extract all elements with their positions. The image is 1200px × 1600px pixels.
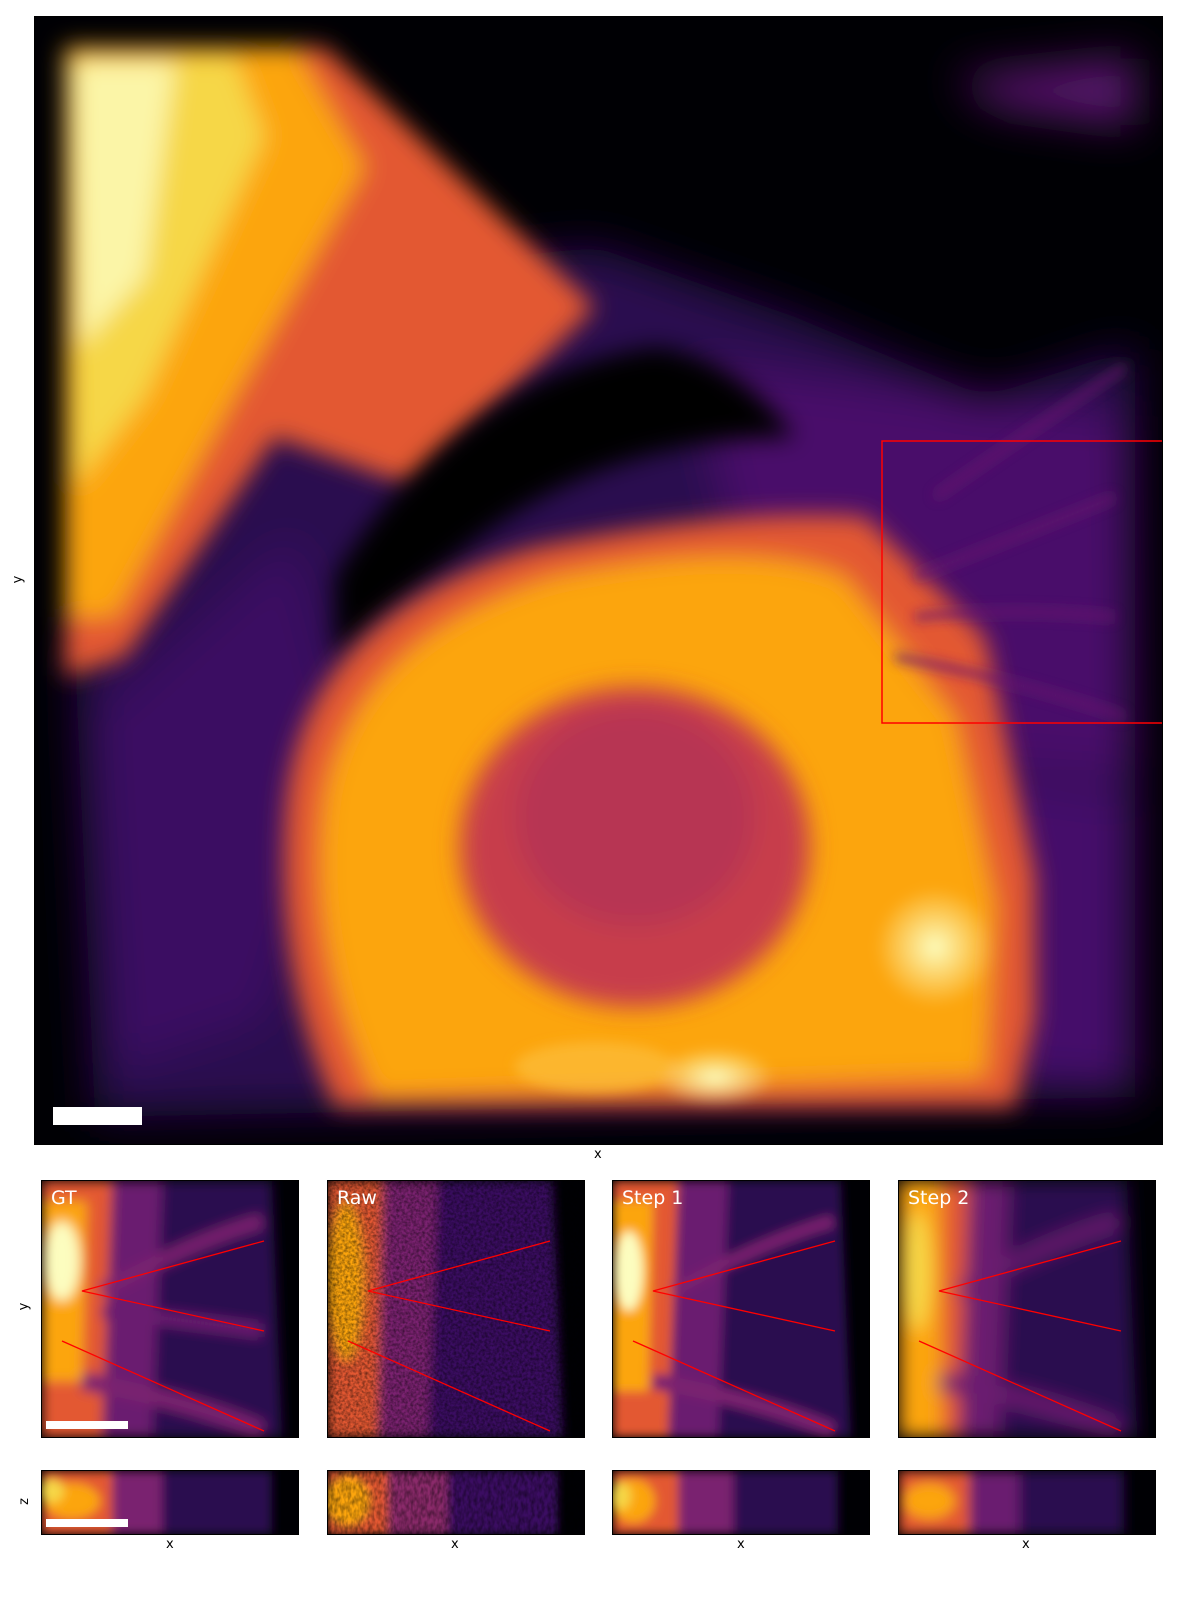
step2-title: Step 2 [908,1187,970,1209]
raw-side-image [328,1471,584,1534]
gt-side-scalebar [46,1519,128,1527]
step2-panel: Step 2 [898,1180,1156,1438]
step2-image [899,1181,1155,1437]
raw-side-panel [327,1470,585,1535]
step2-side-image [899,1471,1155,1534]
step1-side-panel [612,1470,870,1535]
step1-panel: Step 1 [612,1180,870,1438]
gt-side-panel [41,1470,299,1535]
side-z-axis-label: z [16,1498,32,1505]
detail-y-axis-label: y [16,1302,32,1311]
side-x-axis-label-2: x [451,1537,459,1552]
side-x-axis-label-4: x [1022,1537,1030,1552]
raw-title: Raw [337,1187,377,1209]
gt-scalebar [46,1421,128,1429]
side-x-axis-label-1: x [166,1537,174,1552]
main-image [35,17,1162,1144]
gt-image [42,1181,298,1437]
gt-title: GT [51,1187,77,1209]
main-image-panel [34,16,1163,1145]
side-x-axis-label-3: x [737,1537,745,1552]
main-x-axis-label: x [594,1147,602,1162]
gt-panel: GT [41,1180,299,1438]
roi-box [881,440,1162,724]
raw-panel: Raw [327,1180,585,1438]
main-y-axis-label: y [10,575,26,584]
main-scalebar [53,1107,142,1125]
step1-title: Step 1 [622,1187,684,1209]
raw-image [328,1181,584,1437]
step1-image [613,1181,869,1437]
step1-side-image [613,1471,869,1534]
step2-side-panel [898,1470,1156,1535]
